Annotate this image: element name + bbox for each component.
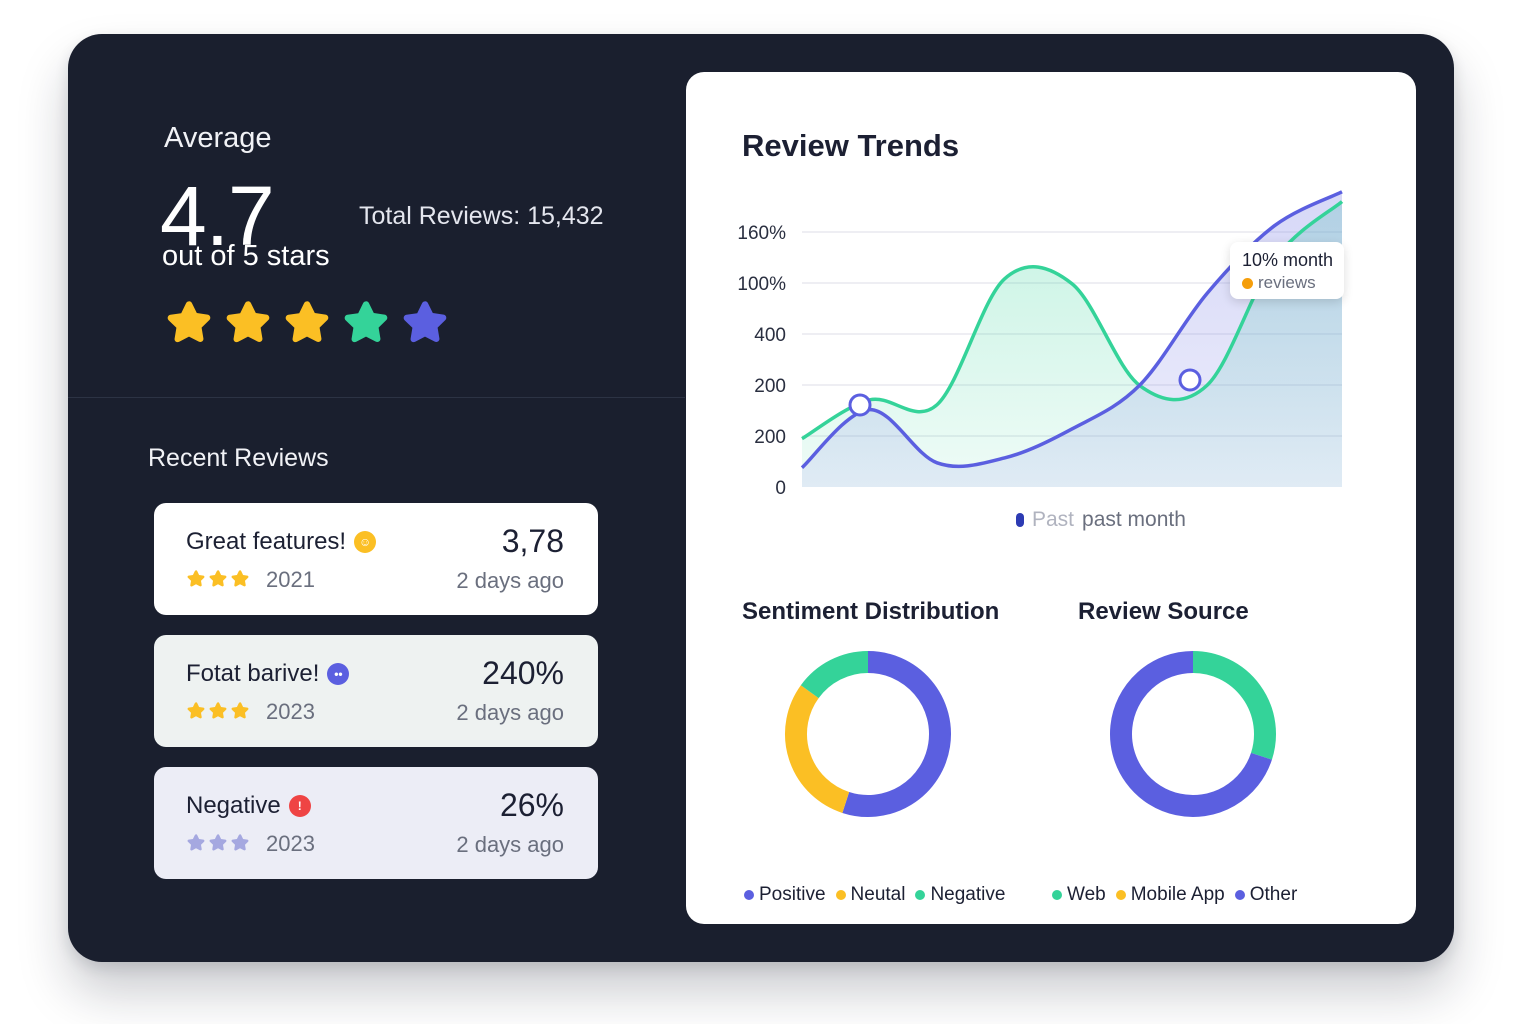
star-icon <box>344 301 388 343</box>
star-icon <box>231 702 249 719</box>
review-year: 2023 <box>266 699 315 724</box>
star-icon <box>209 834 227 851</box>
review-dashboard-card: Average 4.7 out of 5 stars Total Reviews… <box>68 34 1454 962</box>
legend-item: Negative <box>915 884 1005 906</box>
star-icon <box>209 570 227 587</box>
legend-marker-icon <box>1016 513 1024 527</box>
review-title: Great features! <box>186 528 347 555</box>
review-value: 3,78 <box>501 523 564 559</box>
blue-series-area <box>802 191 1342 487</box>
average-label: Average <box>164 122 272 154</box>
legend-item: Neutal <box>835 884 906 906</box>
green-series-line <box>801 200 1344 441</box>
donut-slice[interactable] <box>800 651 869 699</box>
y-tick-label: 400 <box>754 325 786 346</box>
legend-item: Other <box>1234 884 1298 906</box>
y-tick-label: 0 <box>775 478 786 499</box>
source-donut-chart <box>1110 651 1276 817</box>
review-trends-title: Review Trends <box>742 128 960 163</box>
legend-item: Positive <box>744 884 826 906</box>
smile-icon: ☺ <box>354 531 377 553</box>
sentiment-legend: Positive Neutal Negative <box>744 884 1005 906</box>
legend-item: Mobile App <box>1115 884 1225 906</box>
review-card[interactable]: Fotat barive! •• 2023 240% 2 days ago <box>154 635 598 747</box>
y-tick-label: 200 <box>754 427 786 448</box>
star-icon <box>167 301 211 343</box>
star-icon <box>209 702 227 719</box>
legend-label: Web <box>1067 884 1106 905</box>
review-stars <box>186 701 250 720</box>
donut-slice[interactable] <box>1110 651 1272 817</box>
review-stars <box>186 833 250 852</box>
legend-partial-text: Past <box>1032 508 1075 531</box>
star-icon <box>187 834 205 851</box>
star-icon <box>231 570 249 587</box>
legend-dot-icon <box>1242 277 1253 289</box>
review-time: 2 days ago <box>456 832 564 857</box>
review-year: 2021 <box>266 567 315 592</box>
trend-legend: Past past month <box>1016 508 1186 532</box>
average-subtitle: out of 5 stars <box>162 240 330 272</box>
star-icon <box>285 301 329 343</box>
donut-slice[interactable] <box>785 685 850 813</box>
data-point-marker[interactable] <box>848 393 872 417</box>
recent-reviews-title: Recent Reviews <box>148 444 329 472</box>
star-icon <box>187 570 205 587</box>
review-value: 240% <box>482 655 564 691</box>
review-time: 2 days ago <box>456 700 564 725</box>
donut-slice[interactable] <box>842 651 951 817</box>
star-icon <box>226 301 270 343</box>
chat-icon: •• <box>327 663 350 685</box>
star-rating <box>164 298 450 346</box>
analytics-panel: Review Trends 160% 100% 400 200 200 0 <box>686 72 1416 924</box>
legend-label: Mobile App <box>1130 884 1225 905</box>
y-tick-label: 100% <box>737 274 786 295</box>
legend-dot-icon <box>744 890 754 900</box>
star-icon <box>231 834 249 851</box>
legend-label: Positive <box>759 884 826 905</box>
total-reviews: Total Reviews: 15,432 <box>359 202 604 230</box>
review-year: 2023 <box>266 831 315 856</box>
average-value: 4.7 <box>160 169 275 263</box>
sentiment-title: Sentiment Distribution <box>742 598 1000 625</box>
data-point-marker[interactable] <box>1178 368 1202 392</box>
review-title: Fotat barive! <box>186 660 320 687</box>
star-icon <box>187 702 205 719</box>
y-tick-label: 200 <box>754 376 786 397</box>
tooltip-label: reviews <box>1258 273 1316 292</box>
legend-dot-icon <box>1234 890 1245 900</box>
source-legend: Web Mobile App Other <box>1052 884 1297 906</box>
review-card[interactable]: Negative ! 2023 26% 2 days ago <box>154 767 598 879</box>
legend-dot-icon <box>835 890 846 900</box>
review-stars <box>186 569 250 588</box>
legend-label: Negative <box>930 884 1006 905</box>
legend-label: Neutal <box>850 884 906 905</box>
review-value: 26% <box>499 787 564 823</box>
review-trends-chart: 160% 100% 400 200 200 0 <box>737 190 1344 499</box>
sentiment-donut-chart <box>785 651 951 817</box>
chart-tooltip: 10% month reviews <box>1230 242 1344 299</box>
legend-dot-icon <box>1052 890 1062 900</box>
legend-dot-icon <box>915 890 926 900</box>
donut-slice[interactable] <box>1192 651 1276 760</box>
alert-icon: ! <box>288 795 311 817</box>
legend-item: Web <box>1052 884 1106 906</box>
y-tick-label: 160% <box>737 223 786 244</box>
legend-label: past month <box>1082 508 1186 531</box>
source-title: Review Source <box>1078 598 1249 625</box>
divider <box>68 397 685 398</box>
legend-dot-icon <box>1115 890 1126 900</box>
review-card[interactable]: Great features! ☺ 2021 3,78 2 days ago <box>154 503 598 615</box>
star-icon <box>403 301 447 343</box>
review-time: 2 days ago <box>456 568 564 593</box>
tooltip-title: 10% month <box>1242 250 1334 270</box>
review-title: Negative <box>186 792 281 819</box>
legend-label: Other <box>1249 884 1298 905</box>
